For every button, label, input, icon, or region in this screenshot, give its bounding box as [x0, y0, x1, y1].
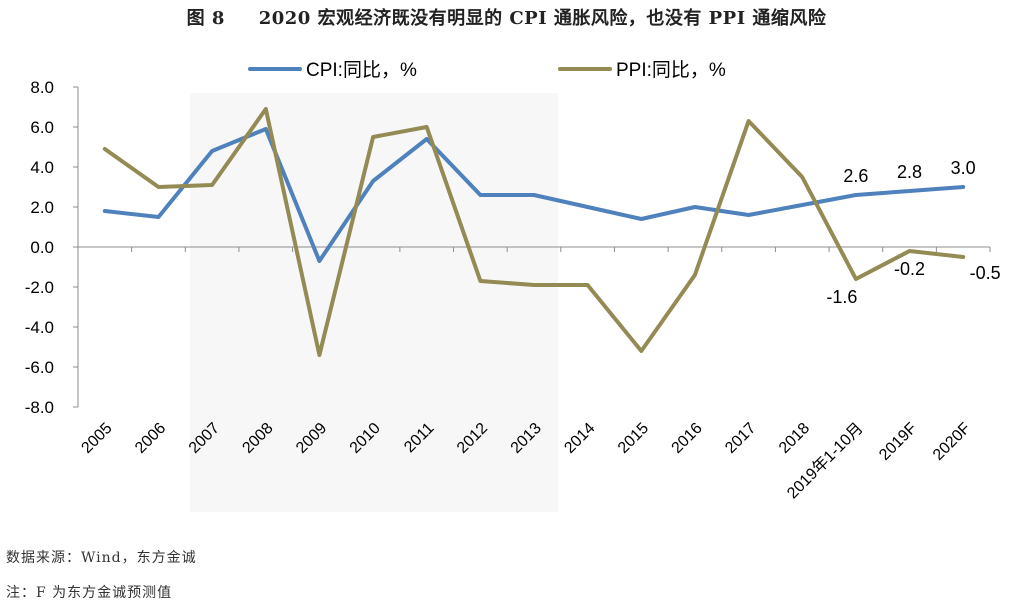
y-tick-label: -4.0: [25, 318, 54, 337]
legend-ppi-label: PPI:同比，%: [616, 59, 726, 81]
y-tick-label: -8.0: [25, 398, 54, 417]
legend-cpi-label: CPI:同比，%: [306, 59, 417, 81]
legend: CPI:同比，% PPI:同比，%: [248, 59, 726, 81]
x-tick-label: 2016: [669, 420, 706, 457]
y-tick-label: 2.0: [30, 198, 54, 217]
chart: 8.0 6.0 4.0 2.0 0.0 -2.0 -4.0 -6.0 -8.0 2005 2006 2…: [24, 59, 1001, 512]
y-tick-label: 8.0: [30, 78, 54, 97]
ppi-data-label: -0.2: [894, 259, 925, 279]
ppi-series: [102, 107, 966, 357]
plot-shade: [190, 93, 558, 512]
data-labels: 2.6 2.8 3.0 -1.6 -0.2 -0.5: [826, 158, 1000, 307]
x-tick-label: 2018: [776, 420, 813, 457]
y-tick-label: 0.0: [30, 238, 54, 257]
x-tick-label: 2005: [78, 420, 115, 457]
cpi-data-label: 3.0: [951, 158, 976, 178]
footnote: 注：F 为东方金诚预测值: [6, 585, 173, 601]
ppi-data-label: -0.5: [970, 263, 1001, 283]
ppi-line: [102, 107, 966, 357]
source-note: 数据来源：Wind，东方金诚: [6, 550, 197, 566]
cpi-data-label: 2.6: [843, 166, 868, 186]
x-tick-label: 2006: [132, 420, 169, 457]
ppi-data-label: -1.6: [826, 287, 857, 307]
x-tick-label: 2014: [561, 420, 598, 457]
x-tick-label: 2017: [722, 420, 759, 457]
x-tick-label: 2020F: [930, 420, 974, 464]
series-layer: [102, 107, 966, 357]
x-tick-label: 2019F: [876, 420, 920, 464]
x-tick-label: 2015: [615, 420, 652, 457]
cpi-data-label: 2.8: [897, 162, 922, 182]
y-tick-label: -6.0: [25, 358, 54, 377]
y-tick-label: -2.0: [25, 278, 54, 297]
y-tick-label: 6.0: [30, 118, 54, 137]
y-tick-label: 4.0: [30, 158, 54, 177]
figure-title: 图 8 2020 宏观经济既没有明显的 CPI 通胀风险，也没有 PPI 通缩风…: [186, 8, 827, 29]
axes: 8.0 6.0 4.0 2.0 0.0 -2.0 -4.0 -6.0 -8.0 2005 2006 2…: [25, 78, 991, 512]
